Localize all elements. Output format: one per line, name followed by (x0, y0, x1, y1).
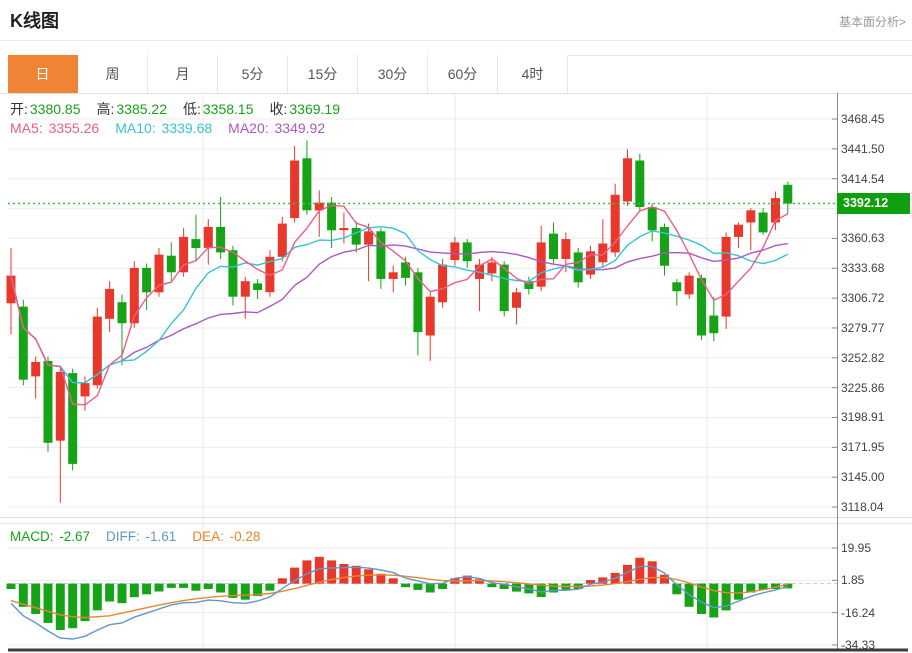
tab-4hour[interactable]: 4时 (498, 55, 568, 93)
current-price-tag: 3392.12 (837, 193, 910, 215)
price-tick-label: 3145.00 (841, 470, 885, 485)
tab-30min[interactable]: 30分 (358, 55, 428, 93)
close-label: 收: (269, 101, 288, 117)
price-tick-label: 3333.68 (841, 261, 885, 276)
low-label: 低: (183, 101, 201, 117)
ma-info-row: MA5: 3355.26 MA10: 3339.68 MA20: 3349.92 (10, 120, 341, 136)
tab-month[interactable]: 月 (148, 55, 218, 93)
macd-tick-label: 1.85 (841, 573, 865, 588)
macd-tick-label: -34.33 (841, 637, 876, 652)
ma20-value: 3349.92 (274, 120, 326, 136)
ohlc-info-row: 开: 3380.85 高: 3385.22 低: 3358.15 收: 3369.19 (10, 99, 356, 119)
tab-60min[interactable]: 60分 (428, 55, 498, 93)
open-value: 3380.85 (29, 101, 81, 117)
diff-label: DIFF: (106, 529, 144, 544)
close-value: 3369.19 (289, 101, 340, 117)
ma10-value: 3339.68 (161, 120, 213, 136)
low-value: 3358.15 (202, 101, 254, 117)
fundamental-analysis-link[interactable]: 基本面分析> (838, 15, 906, 29)
macd-label: MACD: (10, 529, 58, 544)
grid-layer (0, 55, 912, 652)
ma5-label: MA5: (10, 120, 47, 136)
price-tick-label: 3252.82 (841, 350, 885, 365)
macd-info-row: MACD: -2.67 DIFF: -1.61 DEA: -0.28 (10, 529, 276, 544)
open-label: 开: (10, 101, 28, 117)
price-tick-label: 3225.86 (841, 380, 885, 395)
high-label: 高: (96, 101, 115, 117)
price-tick-label: 3306.72 (841, 291, 885, 306)
price-tick-label: 3468.45 (841, 112, 885, 126)
tab-5min[interactable]: 5分 (218, 55, 288, 93)
title-divider (0, 40, 912, 41)
price-tick-label: 3279.77 (841, 320, 885, 335)
tab-day[interactable]: 日 (8, 55, 78, 93)
diff-value: -1.61 (145, 529, 177, 544)
dea-value: -0.28 (229, 529, 261, 544)
dea-label: DEA: (192, 529, 228, 544)
price-tick-label: 3198.91 (841, 410, 885, 425)
price-tick-label: 3118.04 (841, 500, 884, 515)
candlestick-chart[interactable] (6, 140, 838, 503)
price-tick-label: 3171.95 (841, 440, 885, 455)
tab-week[interactable]: 周 (78, 55, 148, 93)
price-tick-label: 3414.54 (841, 171, 885, 186)
tab-15min[interactable]: 15分 (288, 55, 358, 93)
ma20-label: MA20: (228, 120, 273, 136)
macd-value: -2.67 (59, 529, 91, 544)
ma10-label: MA10: (115, 120, 160, 136)
macd-tick-label: -16.24 (841, 605, 876, 620)
high-value: 3385.22 (116, 101, 167, 117)
macd-chart[interactable] (6, 556, 838, 640)
price-tick-label: 3441.50 (841, 141, 885, 156)
price-tick-label: 3360.63 (841, 231, 885, 246)
ma5-value: 3355.26 (48, 120, 100, 136)
macd-tick-label: 19.95 (841, 541, 872, 555)
page-title: K线图 (10, 11, 59, 31)
interval-tabs: 日周月 5分 15分 30分 60分 4时 (8, 55, 911, 93)
